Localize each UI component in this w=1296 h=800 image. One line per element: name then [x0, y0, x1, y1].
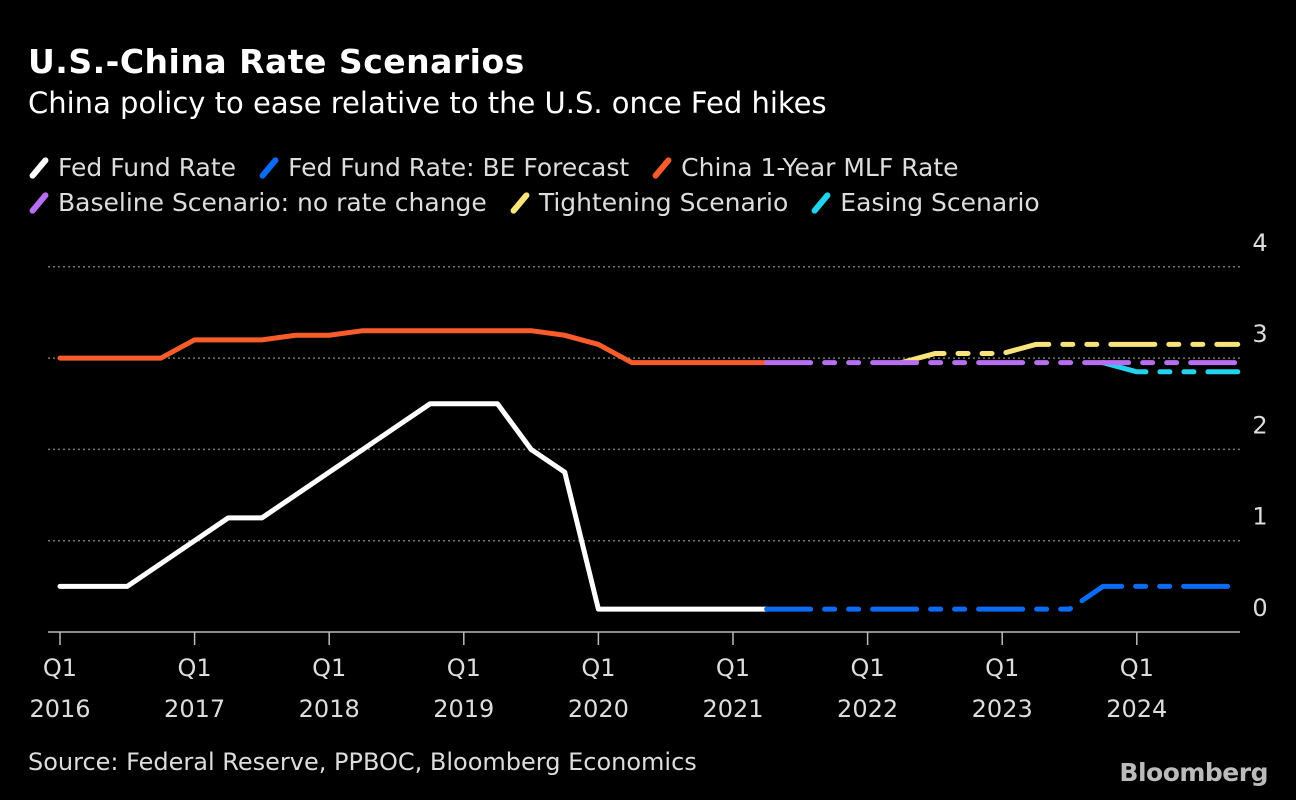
legend-label: Easing Scenario [840, 188, 1040, 217]
legend-label: Fed Fund Rate: BE Forecast [288, 153, 630, 182]
x-tick-label-year: 2019 [433, 695, 494, 723]
x-tick-label-year: 2016 [29, 695, 90, 723]
bloomberg-logo: Bloomberg [1119, 758, 1268, 787]
x-tick-label-year: 2021 [702, 695, 763, 723]
legend-row-2: Baseline Scenario: no rate change Tighten… [28, 188, 1062, 217]
y-tick-label: 3 [1252, 320, 1267, 348]
series-line-tightening-scenario [898, 341, 1241, 366]
legend-label: Tightening Scenario [538, 188, 789, 217]
x-tick-label-quarter: Q1 [581, 654, 615, 682]
x-tick-label-year: 2022 [837, 695, 898, 723]
x-tick-label-quarter: Q1 [178, 654, 212, 682]
legend-item: Easing Scenario [810, 188, 1040, 217]
source-note: Source: Federal Reserve, PPBOC, Bloomber… [28, 748, 697, 776]
x-tick-label-year: 2023 [972, 695, 1033, 723]
x-tick-label-quarter: Q1 [716, 654, 750, 682]
series-line-fed-fund-rate [57, 401, 770, 612]
x-tick-label-year: 2017 [164, 695, 225, 723]
legend-label: Baseline Scenario: no rate change [58, 188, 487, 217]
x-tick-label-quarter: Q1 [851, 654, 885, 682]
legend-label: Fed Fund Rate [58, 153, 237, 182]
chart-title: U.S.-China Rate Scenarios [28, 42, 525, 81]
x-tick-label-quarter: Q1 [43, 654, 77, 682]
legend-item: Fed Fund Rate: BE Forecast [258, 153, 629, 182]
legend-item: China 1-Year MLF Rate [651, 153, 959, 182]
series-line-china-1-year-mlf-rate [57, 328, 770, 366]
x-tick-label-quarter: Q1 [985, 654, 1019, 682]
x-tick-label-year: 2018 [299, 695, 360, 723]
legend-item: Fed Fund Rate [28, 153, 236, 182]
x-tick-label-year: 2020 [568, 695, 629, 723]
x-tick-label-year: 2024 [1106, 695, 1167, 723]
chart-subtitle: China policy to ease relative to the U.S… [28, 86, 827, 120]
y-tick-label: 2 [1252, 411, 1267, 439]
y-tick-label: 0 [1252, 594, 1267, 622]
legend-row-1: Fed Fund Rate Fed Fund Rate: BE Forecast C… [28, 153, 981, 182]
legend-label: China 1-Year MLF Rate [681, 153, 959, 182]
legend-item: Baseline Scenario: no rate change [28, 188, 487, 217]
x-tick-label-quarter: Q1 [312, 654, 346, 682]
y-tick-label: 4 [1252, 229, 1267, 257]
series-line-easing-scenario [1100, 360, 1241, 375]
legend-item: Tightening Scenario [509, 188, 788, 217]
x-tick-label-quarter: Q1 [447, 654, 481, 682]
x-tick-label-quarter: Q1 [1120, 654, 1154, 682]
series-line-fed-fund-rate-be-forecast [764, 583, 1241, 612]
y-tick-label: 1 [1252, 503, 1267, 531]
